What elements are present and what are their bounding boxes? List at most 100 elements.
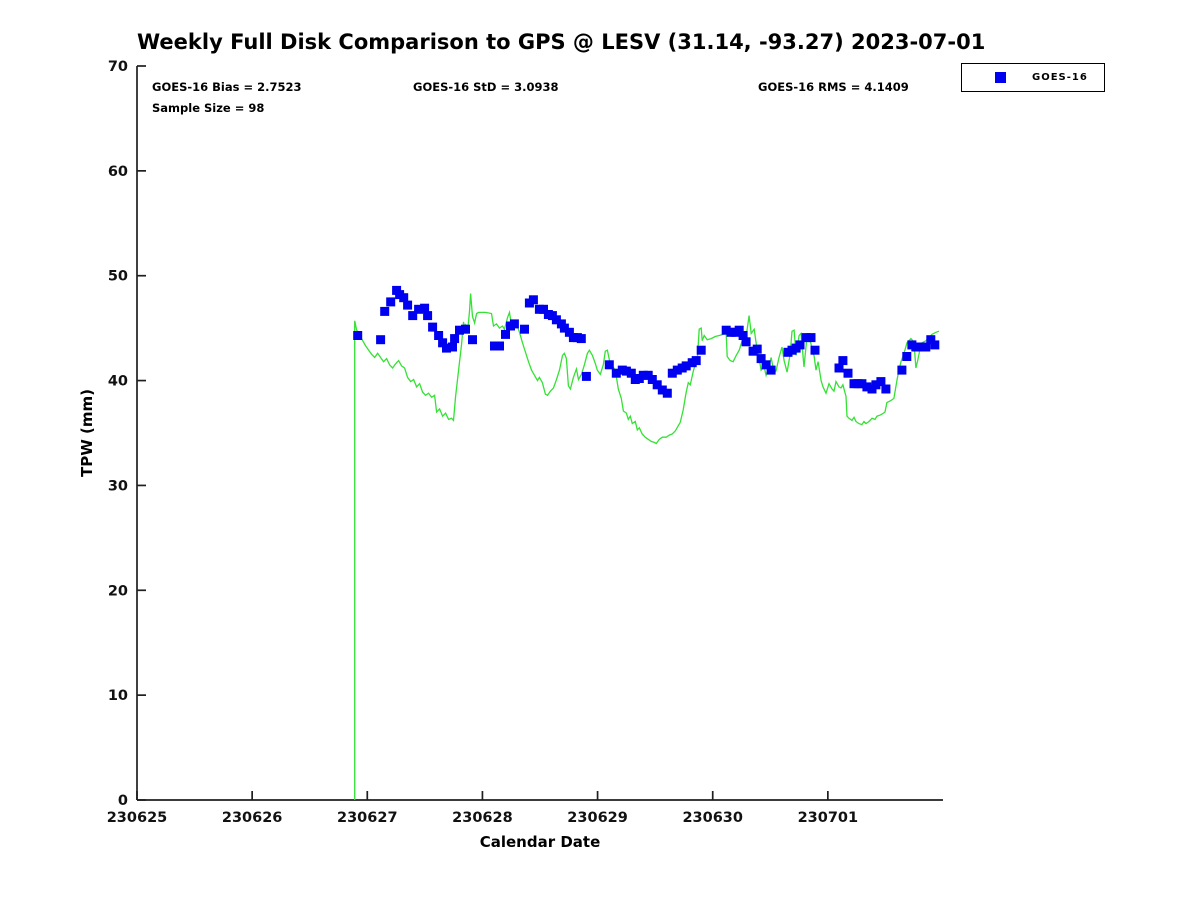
goes16-marker bbox=[756, 354, 766, 364]
stat-std: GOES-16 StD = 3.0938 bbox=[413, 80, 559, 94]
goes16-marker bbox=[881, 384, 891, 394]
goes16-marker bbox=[911, 342, 921, 352]
goes16-marker bbox=[420, 303, 430, 313]
goes16-marker bbox=[564, 327, 574, 337]
goes16-marker bbox=[559, 323, 569, 333]
goes16-marker bbox=[638, 370, 648, 380]
goes16-marker bbox=[681, 361, 691, 371]
x-tick-label: 230628 bbox=[452, 810, 513, 826]
goes16-marker bbox=[551, 315, 561, 325]
legend-box: GOES-16 bbox=[961, 63, 1105, 92]
goes16-marker bbox=[667, 368, 677, 378]
goes16-marker bbox=[897, 365, 907, 375]
goes16-marker bbox=[528, 295, 538, 305]
axis-tick-labels: 0 10 20 30 40 50 60 70 230625 230626 230627 230628 2… bbox=[107, 59, 858, 826]
y-axis-label: TPW (mm) bbox=[78, 389, 96, 477]
goes16-marker bbox=[696, 345, 706, 355]
gps-line bbox=[354, 293, 940, 800]
goes16-marker bbox=[652, 380, 662, 390]
goes16-marker bbox=[495, 341, 504, 351]
stat-sample-size: Sample Size = 98 bbox=[152, 101, 265, 115]
goes16-marker bbox=[353, 331, 363, 340]
goes16-marker bbox=[662, 388, 672, 398]
goes16-marker bbox=[386, 297, 396, 307]
goes16-marker bbox=[376, 335, 386, 345]
goes16-marker bbox=[611, 368, 621, 378]
goes16-marker bbox=[806, 333, 816, 343]
goes16-marker bbox=[626, 368, 636, 378]
goes16-marker bbox=[442, 343, 451, 353]
goes16-points bbox=[353, 285, 940, 398]
goes16-marker bbox=[539, 304, 548, 314]
goes16-marker bbox=[461, 324, 470, 334]
goes16-marker bbox=[921, 342, 931, 352]
x-tick-label: 230626 bbox=[222, 810, 283, 826]
goes16-marker bbox=[581, 371, 591, 381]
goes16-marker bbox=[902, 352, 912, 361]
x-tick-label: 230625 bbox=[107, 810, 168, 826]
x-tick-label: 230701 bbox=[798, 810, 859, 826]
y-tick-label: 50 bbox=[108, 269, 128, 285]
y-tick-label: 70 bbox=[108, 59, 128, 75]
goes16-marker bbox=[428, 322, 438, 332]
y-tick-label: 30 bbox=[108, 478, 128, 494]
goes16-marker bbox=[490, 341, 499, 351]
goes16-marker bbox=[399, 293, 409, 303]
goes16-marker bbox=[801, 333, 811, 343]
goes16-marker bbox=[438, 338, 448, 348]
goes16-marker bbox=[843, 368, 853, 378]
legend-label-goes16: GOES-16 bbox=[1032, 72, 1088, 83]
y-tick-label: 40 bbox=[108, 374, 128, 390]
goes16-marker bbox=[838, 356, 848, 366]
goes16-marker bbox=[916, 342, 926, 352]
axes bbox=[136, 65, 943, 801]
goes16-marker bbox=[810, 345, 820, 355]
goes16-marker bbox=[448, 342, 457, 352]
stat-bias: GOES-16 Bias = 2.7523 bbox=[152, 80, 302, 94]
goes16-marker bbox=[926, 335, 936, 345]
goes16-marker bbox=[752, 344, 762, 354]
goes16-marker bbox=[834, 363, 844, 373]
goes16-marker bbox=[657, 385, 667, 395]
goes16-marker bbox=[468, 335, 477, 345]
goes16-marker bbox=[408, 311, 418, 321]
page-title: Weekly Full Disk Comparison to GPS @ LES… bbox=[137, 30, 986, 54]
y-tick-label: 10 bbox=[108, 688, 128, 704]
goes16-marker bbox=[766, 365, 776, 375]
goes16-legend-marker-icon bbox=[995, 72, 1006, 83]
goes16-marker bbox=[761, 360, 771, 370]
goes16-marker bbox=[734, 325, 744, 335]
goes16-marker bbox=[423, 311, 433, 321]
goes16-marker bbox=[621, 366, 631, 376]
x-tick-label: 230630 bbox=[682, 810, 743, 826]
goes16-marker bbox=[738, 331, 748, 340]
goes16-marker bbox=[930, 340, 940, 350]
goes16-marker bbox=[520, 324, 529, 334]
goes16-marker bbox=[455, 325, 464, 335]
goes16-marker bbox=[862, 382, 872, 392]
goes16-marker bbox=[403, 300, 413, 310]
goes16-marker bbox=[857, 379, 867, 389]
goes16-marker bbox=[501, 329, 510, 339]
y-tick-label: 0 bbox=[118, 793, 128, 809]
goes16-marker bbox=[871, 380, 881, 390]
goes16-marker bbox=[876, 377, 886, 387]
goes16-marker bbox=[450, 334, 460, 344]
stat-rms: GOES-16 RMS = 4.1409 bbox=[758, 80, 909, 94]
x-tick-label: 230627 bbox=[337, 810, 398, 826]
y-tick-label: 20 bbox=[108, 583, 128, 599]
goes16-marker bbox=[414, 304, 424, 314]
goes16-marker bbox=[604, 360, 614, 370]
goes16-marker bbox=[647, 375, 657, 384]
goes16-marker bbox=[691, 356, 701, 366]
x-axis-label: Calendar Date bbox=[480, 833, 601, 851]
goes16-marker bbox=[434, 331, 444, 340]
goes16-marker bbox=[795, 340, 805, 350]
goes16-marker bbox=[741, 337, 751, 347]
goes16-marker bbox=[721, 325, 731, 335]
x-tick-label: 230629 bbox=[567, 810, 628, 826]
goes16-marker bbox=[380, 306, 390, 316]
goes16-marker bbox=[576, 334, 586, 344]
